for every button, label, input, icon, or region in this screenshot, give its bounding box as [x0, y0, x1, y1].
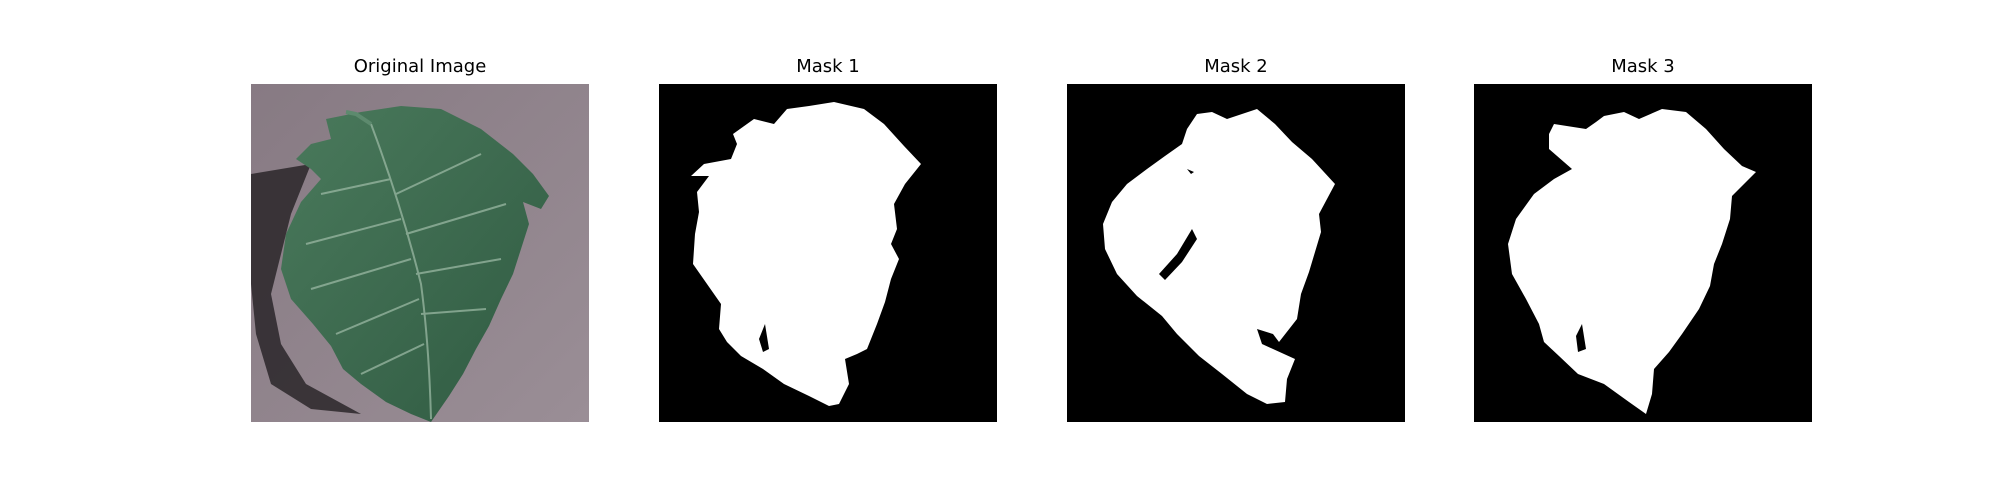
leaf-veins — [305, 123, 507, 420]
mask-image-3 — [1474, 84, 1812, 422]
leaf-mask-region — [1103, 109, 1335, 404]
mask-image-2 — [1067, 84, 1405, 422]
leaf-mask-region — [691, 102, 921, 406]
panel-title: Mask 1 — [796, 56, 860, 77]
panel-title: Mask 3 — [1611, 56, 1675, 77]
leaf-photo — [251, 84, 589, 422]
leaf-mask-region — [1508, 109, 1756, 414]
panel-title: Mask 2 — [1204, 56, 1268, 77]
leaf-shadow — [251, 164, 361, 414]
leaf-stem — [345, 110, 373, 126]
panel-title: Original Image — [353, 56, 487, 77]
mask-image-1 — [659, 84, 997, 422]
